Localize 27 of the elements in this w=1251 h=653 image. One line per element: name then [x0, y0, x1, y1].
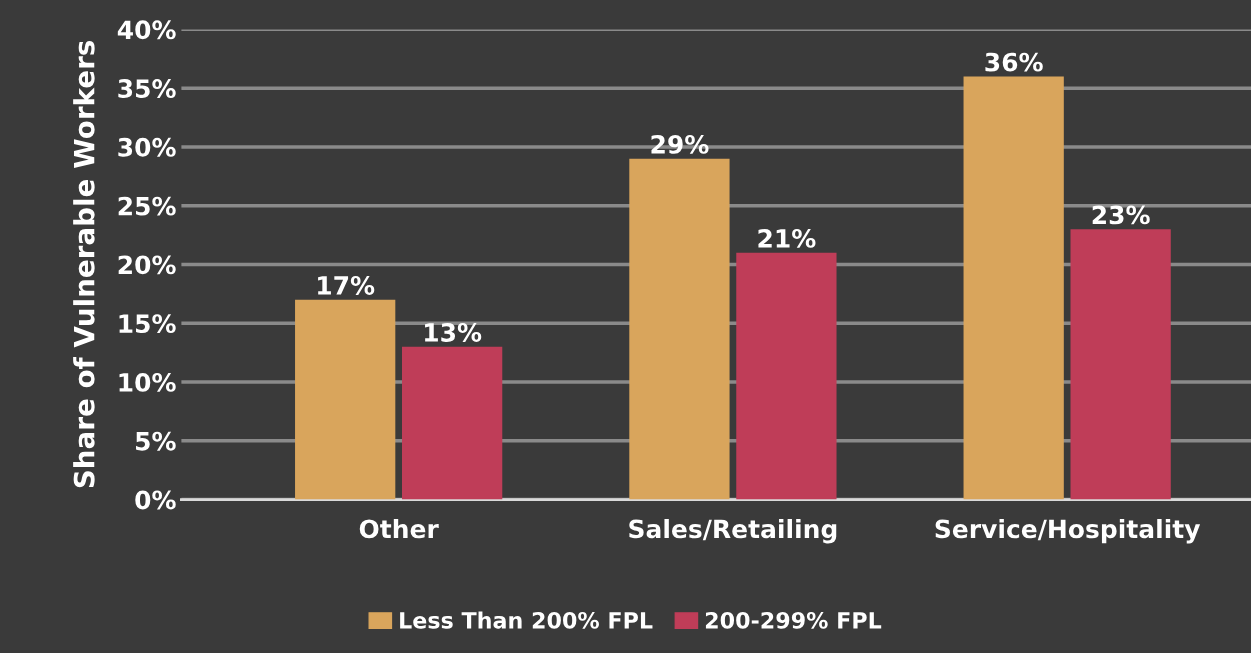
y-tick-label: 25% — [118, 196, 176, 216]
y-tick-label: 5% — [136, 431, 176, 451]
y-tick-label: 40% — [117, 20, 176, 40]
x-tick-label: Other — [359, 518, 439, 539]
y-tick-label: 10% — [119, 372, 176, 392]
y-tick-label: 35% — [118, 79, 176, 99]
y-axis-title: Share of Vulnerable Workers — [73, 40, 95, 488]
bar — [963, 76, 1064, 500]
bar — [402, 346, 503, 500]
x-tick-label: Sales/Retailing — [629, 518, 837, 544]
y-tick-label: 30% — [118, 137, 176, 157]
bar — [295, 299, 396, 500]
text: 13% — [425, 322, 482, 342]
text: 29% — [651, 134, 709, 154]
bar — [1070, 229, 1171, 500]
x-tick-label: Service/Hospitality — [935, 518, 1201, 544]
text: 23% — [1092, 205, 1150, 225]
text: 21% — [758, 228, 816, 248]
legend-label: Less Than 200% FPL — [400, 611, 653, 629]
y-tick-label: 20% — [118, 255, 176, 275]
text: 17% — [318, 275, 375, 295]
y-tick-label: 0% — [135, 490, 176, 510]
text: 36% — [985, 52, 1043, 72]
y-tick-label: 15% — [119, 314, 176, 334]
legend-label: 200-299% FPL — [705, 611, 882, 629]
bar — [629, 158, 730, 500]
bar — [736, 252, 837, 500]
